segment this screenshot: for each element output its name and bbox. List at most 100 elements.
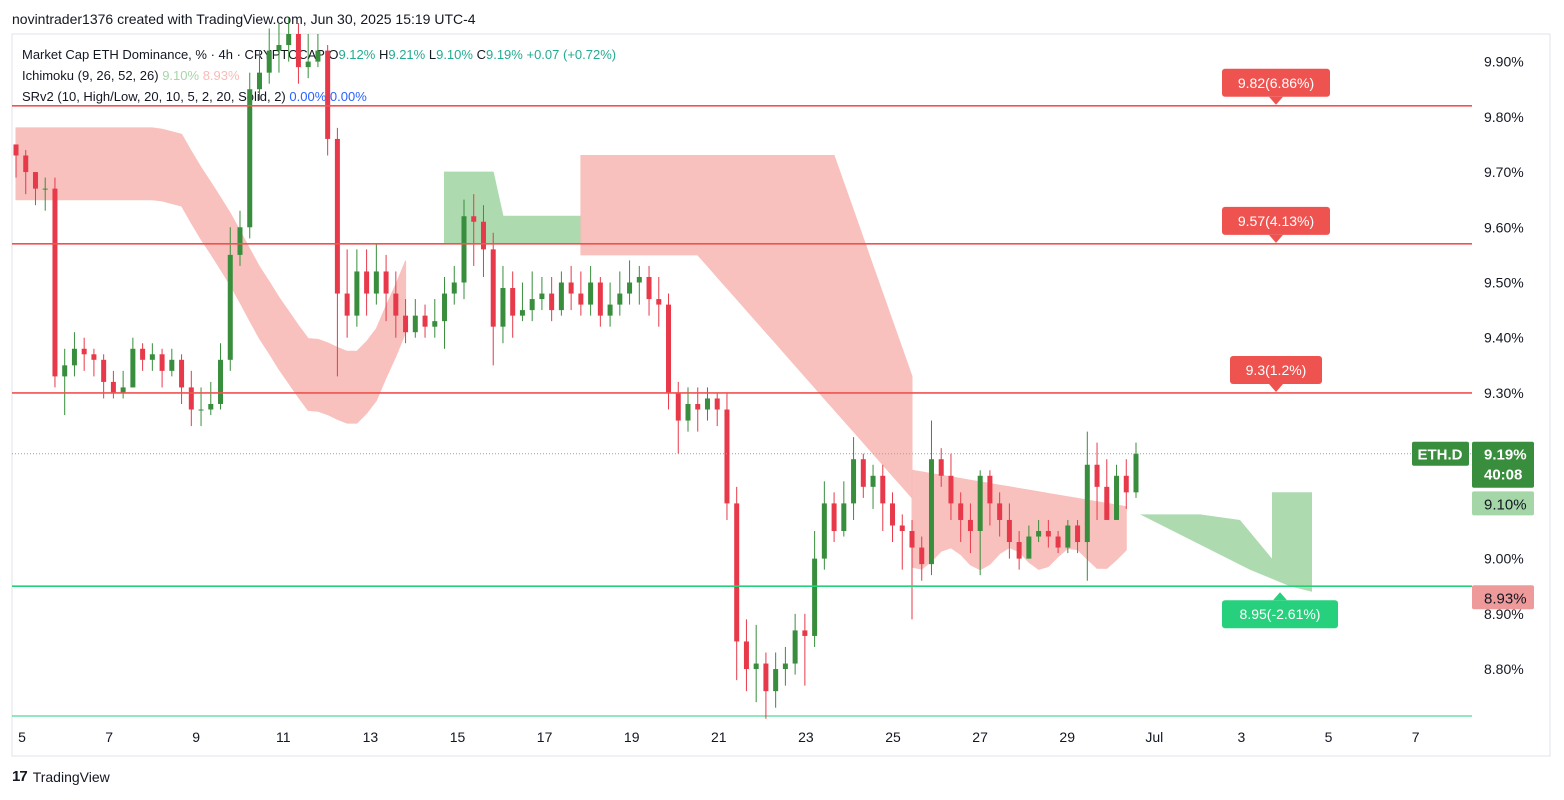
ichimoku-future-cloud <box>1140 492 1312 592</box>
tradingview-brand[interactable]: 17 TradingView <box>12 768 110 785</box>
sr-level-badge <box>1230 355 1322 384</box>
candle-body <box>695 403 701 410</box>
candle-body <box>305 61 311 68</box>
candle-body <box>1016 542 1022 559</box>
candle-body <box>179 359 185 388</box>
last-price-badge <box>1472 441 1534 488</box>
sr-level-badge-pointer <box>1269 96 1283 105</box>
candle-body <box>617 293 623 305</box>
sr-level-badge <box>1222 206 1330 235</box>
ichimoku-axis-value: 8.93% <box>1484 590 1527 607</box>
candle-body <box>490 249 496 327</box>
legend-low: 9.10% <box>436 47 473 62</box>
attribution-text: novintrader1376 created with TradingView… <box>12 11 476 27</box>
x-tick-label: 27 <box>972 729 988 745</box>
legend-ichimoku-v1: 9.10% <box>162 68 200 83</box>
candle-body <box>588 282 594 305</box>
candle-body <box>1104 486 1110 520</box>
candle-body <box>977 475 983 532</box>
candle-body <box>1123 475 1129 493</box>
candle-body <box>344 293 350 316</box>
sr-level-label: 9.82(6.86%) <box>1238 75 1314 91</box>
legend-srv2-row[interactable]: SRv2 (10, High/Low, 20, 10, 5, 2, 20, So… <box>22 86 616 107</box>
candle-body <box>432 321 438 327</box>
legend-low-label: L <box>428 47 437 62</box>
y-tick-label: 9.80% <box>1484 109 1524 125</box>
y-tick-label: 9.50% <box>1484 275 1524 291</box>
y-tick-label: 9.30% <box>1484 385 1524 401</box>
last-price-value: 9.19% <box>1484 447 1527 464</box>
candle-body <box>23 155 29 173</box>
candle-body <box>1065 525 1071 548</box>
candle-body <box>510 288 516 316</box>
legend-symbol-row[interactable]: Market Cap ETH Dominance, % · 4h · CRYPT… <box>22 44 616 65</box>
candle-body <box>52 188 58 377</box>
x-tick-label: 5 <box>18 729 26 745</box>
candle-body <box>286 34 292 46</box>
candle-body <box>373 271 379 294</box>
candle-body <box>81 348 87 355</box>
candle-body <box>393 293 399 316</box>
x-tick-label: 15 <box>450 729 466 745</box>
sr-level-badge-pointer <box>1273 592 1287 601</box>
candle-body <box>821 503 827 559</box>
candle-body <box>938 459 944 476</box>
candle-body <box>364 271 370 294</box>
x-tick-label: 23 <box>798 729 814 745</box>
legend-srv2-label: SRv2 (10, High/Low, 20, 10, 5, 2, 20, So… <box>22 89 286 104</box>
x-tick-label: 17 <box>537 729 553 745</box>
candle-body <box>149 354 155 360</box>
candle-body <box>597 282 603 316</box>
x-tick-label: 5 <box>1325 729 1333 745</box>
candle-body <box>480 221 486 250</box>
tradingview-logo-icon: 17 <box>12 768 28 785</box>
candle-body <box>1045 531 1051 537</box>
sr-level-label: 9.3(1.2%) <box>1246 362 1307 378</box>
candle-body <box>422 315 428 327</box>
candle-body <box>763 663 769 692</box>
candle-body <box>841 503 847 532</box>
candle-body <box>71 348 77 366</box>
sr-level-badge-pointer <box>1269 234 1283 243</box>
candle-body <box>295 34 301 68</box>
candle-body <box>208 403 214 410</box>
candle-body <box>899 525 905 532</box>
symbol-badge-label: ETH.D <box>1418 447 1463 464</box>
candle-body <box>851 459 857 504</box>
candle-body <box>646 276 652 300</box>
candle-body <box>568 282 574 294</box>
x-tick-label: 7 <box>1412 729 1420 745</box>
candle-body <box>519 310 525 316</box>
candle-body <box>247 89 253 228</box>
candle-body <box>753 663 759 670</box>
candle-body <box>743 641 749 670</box>
sr-level-badge-pointer <box>1269 383 1283 392</box>
legend-open-label: O <box>328 47 339 62</box>
candle-body <box>354 271 360 316</box>
candle-body <box>997 503 1003 520</box>
x-tick-label: 3 <box>1238 729 1246 745</box>
candle-body <box>403 315 409 333</box>
sr-level-label: 8.95(-2.61%) <box>1240 606 1321 622</box>
candle-body <box>831 503 837 532</box>
candle-body <box>724 409 730 504</box>
y-tick-label: 9.60% <box>1484 219 1524 235</box>
candle-body <box>627 282 633 294</box>
candle-body <box>500 288 506 327</box>
candle-body <box>140 348 146 360</box>
candle-body <box>675 392 681 421</box>
legend-ichimoku-row[interactable]: Ichimoku (9, 26, 52, 26) 9.10% 8.93% <box>22 65 616 86</box>
candle-body <box>130 348 136 388</box>
y-tick-label: 8.80% <box>1484 661 1524 677</box>
y-tick-label: 9.00% <box>1484 551 1524 567</box>
candle-body <box>451 282 457 294</box>
candle-body <box>714 398 720 410</box>
candle-body <box>607 304 613 316</box>
candle-body <box>967 519 973 532</box>
candle-body <box>1026 536 1032 559</box>
candle-body <box>880 475 886 504</box>
candle-body <box>1114 475 1120 520</box>
x-tick-label: Jul <box>1145 729 1163 745</box>
legend-srv2-v1: 0.00% <box>289 89 327 104</box>
